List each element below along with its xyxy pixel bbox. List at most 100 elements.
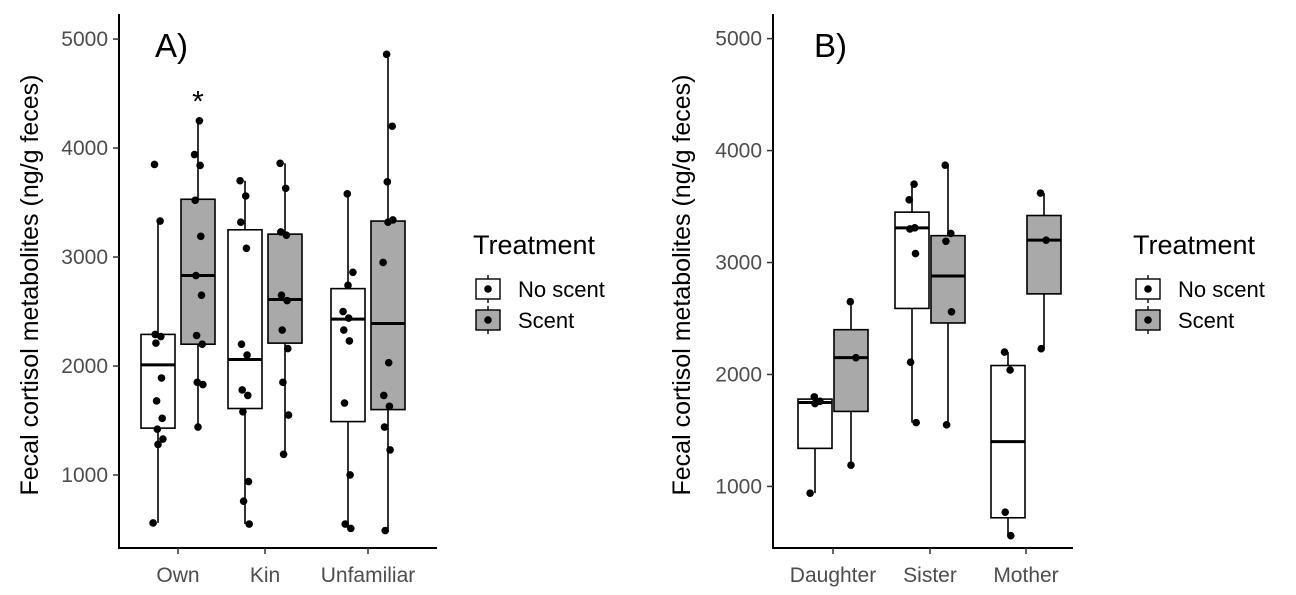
data-point	[192, 271, 200, 280]
box-no-scent-kin	[227, 228, 263, 410]
significance-star: *	[192, 86, 204, 119]
data-point	[947, 307, 956, 316]
data-point	[941, 161, 949, 169]
y-axis-title: Fecal cortisol metabolites (ng/g feces)	[668, 74, 696, 495]
y-axis-title: Fecal cortisol metabolites (ng/g feces)	[16, 74, 44, 495]
data-point	[384, 358, 393, 367]
data-point	[383, 178, 392, 186]
data-point	[198, 340, 206, 349]
data-point	[385, 402, 394, 411]
data-point	[151, 330, 159, 339]
data-point	[344, 314, 353, 322]
data-point	[947, 229, 955, 238]
y-tick-label: 4000	[61, 137, 108, 160]
y-tick-label: 3000	[715, 252, 762, 275]
data-point	[190, 150, 199, 159]
data-point	[242, 244, 251, 253]
data-point	[283, 296, 291, 305]
y-tick-label: 1000	[715, 475, 762, 498]
data-point	[349, 268, 357, 277]
data-point	[340, 326, 348, 334]
legend-key-point	[484, 316, 492, 324]
data-point	[197, 232, 205, 241]
data-point	[906, 358, 915, 366]
data-point	[942, 237, 950, 246]
panel-b: 1000 2000 3000 4000 5000 Daughter Sister Mother…	[668, 14, 1073, 587]
data-point	[380, 391, 388, 400]
data-point	[382, 50, 391, 59]
data-point	[806, 489, 814, 497]
y-tick-label: 2000	[715, 363, 762, 386]
data-point	[152, 339, 160, 347]
data-point	[158, 414, 166, 423]
box-no-scent-own	[140, 333, 176, 429]
data-point	[347, 524, 355, 533]
legend-b: Treatment No scent Scent	[1133, 230, 1265, 334]
box-scent-unfamiliar	[370, 220, 406, 411]
data-point	[159, 435, 167, 443]
data-point	[236, 176, 244, 185]
legend-title: Treatment	[1133, 230, 1256, 260]
data-point	[386, 446, 394, 454]
data-point	[277, 228, 285, 236]
data-point	[816, 397, 824, 406]
data-point	[244, 391, 252, 400]
data-point	[1037, 344, 1045, 353]
data-point	[284, 411, 293, 419]
box-scent-own	[180, 198, 216, 346]
data-point	[243, 351, 251, 359]
data-point	[847, 461, 855, 469]
data-point	[343, 190, 352, 198]
data-point	[279, 450, 288, 459]
data-point	[197, 291, 206, 299]
legend-key-point	[1144, 316, 1152, 324]
panel-label: A)	[155, 27, 188, 64]
data-point	[194, 423, 202, 431]
panel-a: 1000 2000 3000 4000 5000 Own Kin Unfamiliar Feca…	[16, 14, 437, 587]
data-point	[341, 520, 350, 528]
legend-label-scent: Scent	[518, 308, 574, 333]
data-point	[340, 399, 349, 407]
data-point	[810, 393, 819, 401]
y-tick-label: 3000	[61, 246, 108, 269]
data-point	[852, 353, 860, 362]
legend-key-point	[484, 285, 492, 293]
data-point	[910, 180, 918, 188]
data-point	[942, 421, 951, 429]
data-point	[380, 423, 389, 431]
data-point	[191, 196, 199, 205]
data-point	[150, 160, 159, 169]
x-tick-label-daughter: Daughter	[790, 564, 876, 587]
box-no-scent-unfamiliar	[330, 287, 366, 423]
data-point	[237, 340, 246, 349]
data-point	[1001, 508, 1009, 516]
box-scent-mother	[1026, 214, 1062, 295]
panel-label: B)	[814, 27, 847, 64]
data-point	[912, 418, 920, 427]
data-point	[279, 378, 287, 387]
legend-label-scent: Scent	[1178, 308, 1234, 333]
data-point	[152, 397, 161, 405]
box-scent-kin	[267, 233, 303, 344]
legend-label-no-scent: No scent	[518, 277, 605, 302]
data-point	[1006, 366, 1014, 374]
legend-key-point	[1144, 285, 1152, 293]
data-point	[193, 378, 202, 387]
y-tick-label: 5000	[715, 28, 762, 51]
data-point	[244, 477, 253, 486]
data-point	[277, 291, 286, 299]
data-point	[192, 331, 201, 340]
data-point	[238, 386, 246, 394]
data-point	[911, 249, 920, 258]
data-point	[156, 217, 164, 225]
data-point	[149, 519, 157, 527]
legend-a: Treatment No scent Scent	[473, 230, 605, 334]
data-point	[157, 374, 166, 382]
data-point	[389, 216, 397, 224]
y-tick-label: 5000	[61, 28, 108, 51]
data-point	[153, 425, 162, 434]
data-point	[911, 224, 919, 232]
x-tick-label-kin: Kin	[250, 564, 280, 587]
